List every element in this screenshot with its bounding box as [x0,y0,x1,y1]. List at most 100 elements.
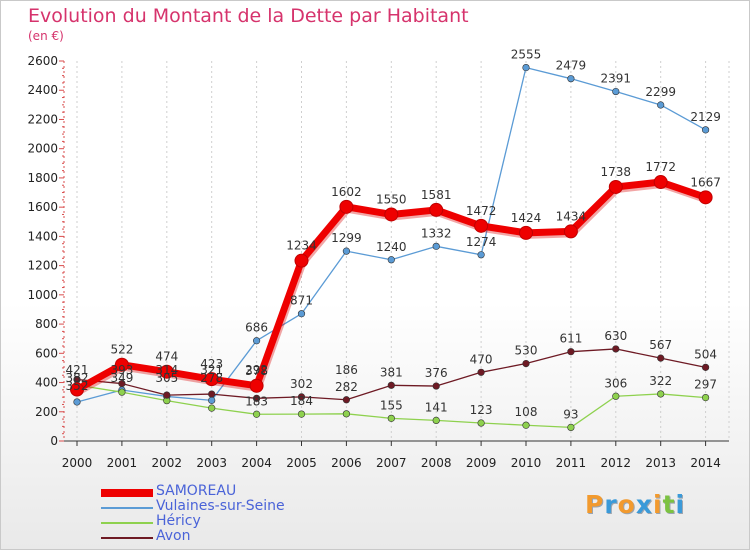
data-label: 1602 [331,185,362,199]
data-label: 611 [559,332,582,346]
data-label: 1738 [601,165,632,179]
x-tick-label: 2003 [196,456,227,470]
cluster-label: 292 [245,363,268,377]
data-label: 530 [515,344,538,358]
logo-letter: P [585,490,605,519]
data-point [384,207,399,222]
data-label: 1581 [421,188,452,202]
data-point [698,190,713,205]
legend-swatch [101,522,153,524]
data-point [342,396,351,404]
data-label: 474 [155,350,178,364]
logo-letter: i [675,490,686,519]
data-point [701,363,710,371]
data-label: 322 [649,374,672,388]
data-label: 282 [335,380,358,394]
data-point [612,345,620,353]
cluster-label: 352 [66,379,89,393]
data-point [477,251,485,259]
legend-swatch [101,507,153,509]
cluster-label: 186 [335,363,358,377]
data-point [432,382,440,390]
x-tick-label: 2001 [107,456,138,470]
y-tick-label: 1400 [27,229,58,243]
legend-label: Héricy [156,513,201,529]
y-tick-label: 1000 [27,288,58,302]
data-point [163,391,171,399]
x-tick-label: 2011 [556,456,587,470]
data-label: 1472 [466,204,497,218]
x-tick-label: 2008 [421,456,452,470]
data-point [657,390,665,398]
data-label: 2391 [601,72,632,86]
x-tick-label: 2007 [376,456,407,470]
chart-subtitle: (en €) [28,29,64,43]
data-point [563,224,578,239]
data-label: 2129 [690,110,721,124]
data-label: 141 [425,400,448,414]
data-label: 1240 [376,240,407,254]
data-point [477,419,485,427]
data-point [339,199,354,214]
cluster-label: 321 [200,363,223,377]
data-point [73,398,81,406]
data-label: 297 [694,378,717,392]
y-tick-label: 1800 [27,171,58,185]
x-tick-label: 2006 [331,456,362,470]
logo-letter: t [662,490,676,519]
data-point [432,242,440,250]
data-label: 1299 [331,231,362,245]
data-point [253,394,261,402]
y-tick-label: 1600 [27,200,58,214]
data-point [477,368,485,376]
legend-swatch [101,537,153,539]
data-label: 567 [649,338,672,352]
data-point [612,87,620,96]
y-tick-label: 2200 [27,112,58,126]
y-tick-label: 2600 [27,54,58,68]
axes: 0 200 400 600 800 1000 1200 1400 1600 1800 2000 220… [27,54,729,470]
y-tick-label: 200 [35,405,58,419]
data-label: 1667 [690,175,721,189]
x-tick-label: 2014 [690,456,721,470]
data-point [522,359,530,368]
x-tick-label: 2012 [601,456,632,470]
data-point [118,388,126,396]
data-label: 1332 [421,226,452,240]
data-label: 470 [470,352,493,366]
data-label: 1424 [511,211,542,225]
data-point [253,410,261,418]
data-point [387,381,395,389]
data-point [297,410,306,418]
data-point [253,337,261,345]
data-point [118,379,126,388]
data-label: 302 [290,377,313,391]
data-label: 1234 [286,239,317,253]
line-chart: 0 200 400 600 800 1000 1200 1400 1600 1800 2000 220… [27,48,730,470]
cluster-label: 349 [110,371,133,385]
data-label: 1772 [645,160,676,174]
cluster-label: 314 [155,363,178,377]
data-point [208,390,216,398]
data-label: 306 [604,376,627,390]
cluster-label: 278 [200,371,223,385]
data-point [612,392,620,400]
data-point [657,101,665,109]
data-point [387,256,395,264]
data-label: 93 [563,407,578,421]
data-label: 686 [245,321,268,335]
legend-swatch [101,489,153,497]
y-tick-label: 800 [35,317,58,331]
data-point [567,75,575,83]
x-tick-label: 2013 [645,456,676,470]
data-point [701,393,710,402]
series-layer [70,63,713,432]
data-point [522,63,530,72]
data-point [208,404,216,412]
data-point [522,421,530,429]
data-labels: 686 871 1299 1240 1332 1274 2555 2479 2391 2299 21… [66,48,721,422]
data-point [474,218,489,233]
data-label: 504 [694,347,717,361]
data-point [567,423,575,432]
